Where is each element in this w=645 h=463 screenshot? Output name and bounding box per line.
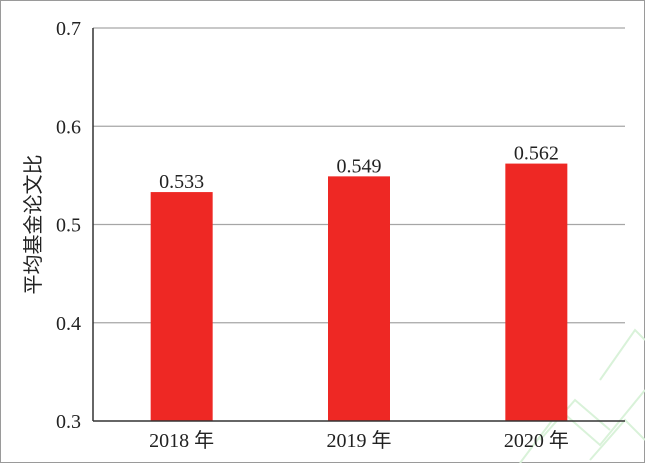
- bar: [150, 192, 213, 421]
- x-tick-label: 2018 年: [149, 429, 214, 452]
- bar: [505, 163, 568, 421]
- data-label: 0.562: [514, 143, 559, 165]
- x-tick-label: 2020 年: [504, 429, 569, 452]
- bar: [328, 176, 390, 421]
- data-label: 0.533: [159, 171, 204, 193]
- bars: [150, 163, 568, 421]
- y-tick-label: 0.7: [56, 18, 81, 40]
- data-label: 0.549: [337, 155, 382, 177]
- watermark-decoration: [519, 328, 645, 463]
- labels: 0.3 0.4 0.5 0.6 0.7 0.533 2018 年 0.549 2019 年 0.5…: [56, 18, 569, 452]
- y-tick-label: 0.4: [56, 313, 81, 335]
- y-tick-label: 0.5: [56, 215, 81, 237]
- axes: [92, 28, 625, 422]
- y-tick-label: 0.6: [56, 116, 81, 138]
- y-tick-label: 0.3: [56, 411, 81, 433]
- x-tick-label: 2019 年: [327, 429, 392, 452]
- y-axis-title: 平均基金论文比: [21, 155, 45, 295]
